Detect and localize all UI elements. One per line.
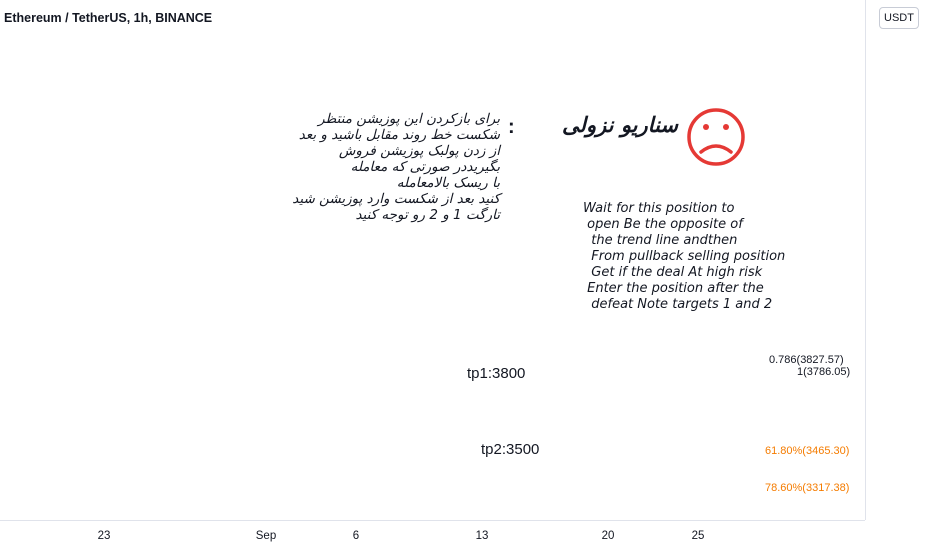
currency-label: USDT: [884, 12, 914, 24]
english-note: Wait for this position to open Be the op…: [583, 201, 786, 312]
x-tick-label: 6: [353, 530, 359, 542]
chart-title: Ethereum / TetherUS, 1h, BINANCE: [4, 11, 213, 25]
scenario-title: سناریو نزولی: [562, 113, 678, 137]
tp2-label: tp2:3500: [481, 441, 540, 458]
sad-face-icon: [687, 108, 745, 166]
x-tick-label: 20: [602, 530, 615, 542]
x-tick-label: Sep: [256, 530, 276, 542]
fib-1-label: 1(3786.05): [797, 366, 851, 378]
fib-786-label: 78.60%(3317.38): [765, 482, 850, 494]
currency-button[interactable]: USDT: [879, 7, 919, 29]
x-tick-label: 25: [692, 530, 705, 542]
x-tick-label: 23: [98, 530, 111, 542]
fib-0786-label: 0.786(3827.57): [769, 354, 844, 366]
persian-note: برای بازکردن این پوزیشن منتظر شکست خط رو…: [292, 111, 500, 223]
x-tick-label: 13: [476, 530, 489, 542]
tp1-label: tp1:3800: [467, 365, 526, 382]
scenario-colon: :: [508, 116, 515, 138]
fib-618-label: 61.80%(3465.30): [765, 445, 850, 457]
